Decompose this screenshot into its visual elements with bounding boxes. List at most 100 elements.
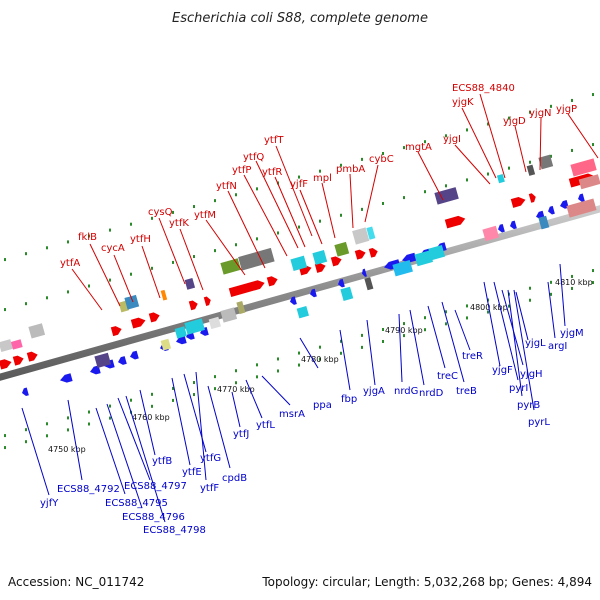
leader-line (514, 125, 527, 173)
gene-label-cysQ[interactable]: cysQ (148, 207, 173, 218)
gene-label-yjgA[interactable]: yjgA (363, 386, 385, 397)
gene-label-cycA[interactable]: cycA (101, 243, 125, 254)
forward-gene-arrow (0, 359, 12, 370)
gene-label-ytfH[interactable]: ytfH (130, 234, 151, 245)
gene-label-ytfB[interactable]: ytfB (152, 456, 172, 467)
gene-label-fklB[interactable]: fklB (78, 232, 97, 243)
feature-box (496, 173, 505, 184)
gene-label-yjgM[interactable]: yjgM (560, 328, 584, 339)
tick-mark (592, 93, 594, 97)
tick-mark (109, 228, 111, 232)
gene-label-cpdB[interactable]: cpdB (222, 473, 247, 484)
gene-label-treB[interactable]: treB (456, 386, 477, 397)
gene-label-ytfQ[interactable]: ytfQ (243, 152, 264, 163)
gene-label-ytfN[interactable]: ytfN (216, 181, 237, 192)
gene-label-yjgK[interactable]: yjgK (452, 97, 474, 108)
reverse-labels: yjfY ECS88_4792 ECS88_4795 ECS88_4797 EC… (21, 263, 584, 536)
gene-label-pyrL[interactable]: pyrL (528, 417, 550, 428)
gene-label-ytfK[interactable]: ytfK (169, 218, 189, 229)
tick-rows (4, 93, 594, 450)
gene-label-yjfY[interactable]: yjfY (40, 498, 59, 509)
forward-gene-arrow (203, 296, 211, 306)
gene-label-yjgL[interactable]: yjgL (525, 338, 546, 349)
leader-line (207, 385, 231, 469)
tick-mark (487, 172, 489, 176)
leader-line (513, 289, 535, 411)
gene-label-yjfF[interactable]: yjfF (290, 179, 308, 190)
forward-gene-arrow (110, 326, 122, 337)
tick-mark (67, 290, 69, 294)
gene-label-ytfR[interactable]: ytfR (262, 167, 282, 178)
gene-label-pyrB[interactable]: pyrB (517, 400, 540, 411)
leader-line (547, 281, 556, 339)
tick-mark (592, 269, 594, 273)
gene-label-yjgD[interactable]: yjgD (503, 116, 526, 127)
feature-box (364, 277, 374, 291)
feature-box (28, 323, 46, 339)
gene-label-yjgN[interactable]: yjgN (529, 108, 552, 119)
gene-label-ytfE[interactable]: ytfE (182, 467, 202, 478)
gene-label-treC[interactable]: treC (437, 371, 458, 382)
gene-label-pyrI[interactable]: pyrI (509, 383, 528, 394)
gene-label-ECS88_4798[interactable]: ECS88_4798 (143, 525, 206, 536)
tick-mark (109, 404, 111, 408)
tick-mark (403, 196, 405, 200)
gene-label-yjgI[interactable]: yjgI (443, 134, 461, 145)
gene-label-ECS88_4795[interactable]: ECS88_4795 (105, 498, 168, 509)
gene-label-ytfP[interactable]: ytfP (232, 165, 251, 176)
tick-mark (340, 351, 342, 355)
forward-gene-arrow-shape (354, 249, 366, 260)
gene-label-nrdG[interactable]: nrdG (394, 386, 418, 397)
gene-label-yjgF[interactable]: yjgF (492, 365, 513, 376)
tick-mark (319, 357, 321, 361)
gene-label-cybC[interactable]: cybC (369, 154, 394, 165)
tick-mark (487, 298, 489, 302)
tick-mark (235, 193, 237, 197)
gene-label-ECS88_4797[interactable]: ECS88_4797 (124, 481, 187, 492)
gene-label-nrdD[interactable]: nrdD (419, 388, 444, 399)
forward-labels: ytfA fklB cycA ytfH cysQ ytfK ytfM ytfN … (60, 83, 599, 311)
gene-label-mpl[interactable]: mpl (313, 173, 332, 184)
gene-label-pmbA[interactable]: pmbA (336, 164, 365, 175)
gene-label-ytfA[interactable]: ytfA (60, 258, 80, 269)
leader-line (507, 289, 523, 397)
tick-mark (403, 322, 405, 326)
gene-label-ECS88_4792[interactable]: ECS88_4792 (57, 484, 120, 495)
gene-label-mgtA[interactable]: mgtA (405, 142, 432, 153)
gene-label-ECS88_4840[interactable]: ECS88_4840 (452, 83, 515, 94)
tick-mark (529, 110, 531, 114)
tick-mark (277, 357, 279, 361)
gene-label-ytfF[interactable]: ytfF (200, 483, 219, 494)
leader-line (113, 254, 134, 303)
gene-label-ytfJ[interactable]: ytfJ (233, 429, 249, 440)
scale-label: 4750 kbp (48, 445, 86, 454)
gene-label-yjgH[interactable]: yjgH (520, 369, 543, 380)
tick-mark (25, 252, 27, 256)
genome-backbone (0, 205, 600, 381)
tick-mark (424, 190, 426, 194)
tick-mark (130, 272, 132, 276)
tick-mark (256, 187, 258, 191)
gene-label-argI[interactable]: argI (548, 341, 567, 352)
gene-label-ytfM[interactable]: ytfM (194, 210, 216, 221)
forward-gene-arrow-shape (26, 351, 38, 362)
feature-box (340, 286, 354, 301)
gene-label-yjgP[interactable]: yjgP (556, 104, 577, 115)
gene-label-ppa[interactable]: ppa (313, 400, 332, 411)
gene-label-ECS88_4796[interactable]: ECS88_4796 (122, 512, 185, 523)
tick-mark (487, 310, 489, 314)
gene-label-ytfL[interactable]: ytfL (256, 420, 275, 431)
reverse-gene-arrow (176, 335, 187, 345)
tick-mark (571, 148, 573, 152)
gene-label-treR[interactable]: treR (462, 351, 483, 362)
feature-box (220, 258, 241, 275)
tick-mark (340, 213, 342, 217)
gene-label-fbp[interactable]: fbp (341, 394, 357, 405)
gene-label-ytfT[interactable]: ytfT (264, 135, 284, 146)
feature-box-shape (160, 338, 172, 351)
leader-line (117, 397, 151, 481)
feature-box-shape (578, 174, 600, 190)
feature-box (296, 306, 309, 319)
gene-label-ytfG[interactable]: ytfG (200, 453, 221, 464)
gene-label-msrA[interactable]: msrA (279, 409, 305, 420)
